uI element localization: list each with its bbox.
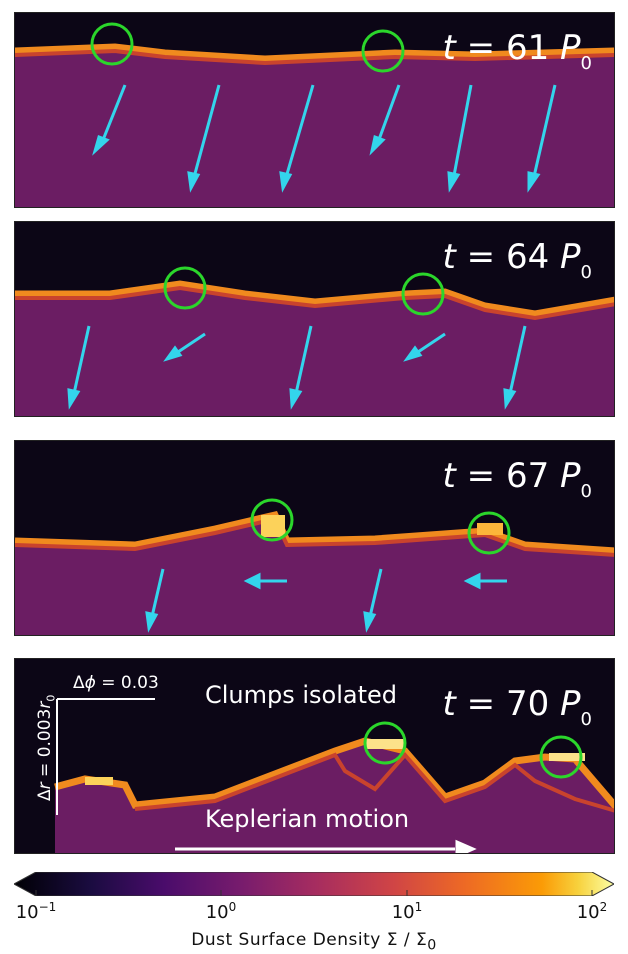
colorbar — [14, 872, 614, 896]
tick-exponent: 1 — [414, 900, 423, 914]
phi-symbol: ϕ — [84, 673, 96, 693]
velocity-arrows — [67, 325, 527, 410]
velocity-arrows — [145, 568, 507, 633]
time-symbol: t — [442, 237, 456, 277]
clump-circle — [467, 511, 511, 555]
time-value: = 64 — [466, 237, 550, 277]
density-panel-t61: t = 61 P0 — [14, 12, 615, 208]
dphi-scale-label: Δϕ = 0.03 — [73, 673, 159, 693]
tick-base: 10 — [15, 902, 39, 923]
colorbar-label-subscript: 0 — [427, 937, 437, 954]
dr-value: = 0.003 — [35, 708, 55, 783]
colorbar-tick: 10−1 — [16, 900, 57, 923]
r0-symbol: r — [35, 701, 55, 709]
period-subscript: 0 — [580, 481, 592, 502]
colorbar-tick: 100 — [206, 900, 237, 923]
dr-scale-label: Δr = 0.003r0 — [35, 695, 57, 801]
colorbar-tick: 101 — [392, 900, 423, 923]
time-value: = 70 — [466, 684, 550, 724]
period-symbol: P — [560, 456, 581, 496]
dphi-value: = 0.03 — [95, 673, 159, 693]
clump-circle — [361, 29, 405, 73]
tick-base: 10 — [576, 902, 600, 923]
tick-exponent: −1 — [38, 900, 57, 914]
keplerian-motion-label: Keplerian motion — [205, 805, 410, 833]
time-symbol: t — [442, 456, 456, 496]
delta-symbol: Δ — [35, 789, 55, 801]
time-label: t = 70 P0 — [443, 687, 593, 729]
delta-symbol: Δ — [73, 673, 85, 693]
density-panel-t67: t = 67 P0 — [14, 440, 615, 636]
period-symbol: P — [560, 28, 581, 68]
colorbar-label-text: Dust Surface Density Σ / Σ — [191, 930, 428, 950]
time-symbol: t — [442, 28, 456, 68]
period-symbol: P — [560, 237, 581, 277]
keplerian-arrow — [175, 839, 477, 853]
colorbar-tick: 102 — [577, 900, 608, 923]
clump-circle — [401, 272, 445, 316]
clump-circle — [163, 266, 207, 310]
colorbar-label: Dust Surface Density Σ / Σ0 — [0, 930, 628, 953]
r-symbol: r — [35, 782, 55, 790]
velocity-arrows — [92, 84, 557, 193]
period-subscript: 0 — [580, 262, 592, 283]
clump-circle — [539, 735, 583, 779]
time-value: = 61 — [466, 28, 550, 68]
density-panel-t70: Clumps isolated Keplerian motion Δϕ = 0.… — [14, 658, 615, 854]
tick-base: 10 — [391, 902, 415, 923]
period-subscript: 0 — [580, 53, 592, 74]
scale-bars — [56, 698, 155, 815]
time-label: t = 64 P0 — [443, 240, 593, 282]
period-symbol: P — [560, 684, 581, 724]
period-subscript: 0 — [580, 709, 592, 730]
r0-subscript: 0 — [44, 694, 58, 702]
tick-base: 10 — [205, 902, 229, 923]
time-label: t = 67 P0 — [443, 459, 593, 501]
clump-circle — [250, 498, 294, 542]
tick-exponent: 0 — [228, 900, 237, 914]
density-panel-t64: t = 64 P0 — [14, 221, 615, 417]
clump-circle — [363, 721, 407, 765]
tick-exponent: 2 — [599, 900, 608, 914]
time-label: t = 61 P0 — [443, 31, 593, 73]
time-value: = 67 — [466, 456, 550, 496]
time-symbol: t — [442, 684, 456, 724]
clumps-isolated-label: Clumps isolated — [205, 681, 398, 709]
clump-circle — [90, 22, 134, 66]
